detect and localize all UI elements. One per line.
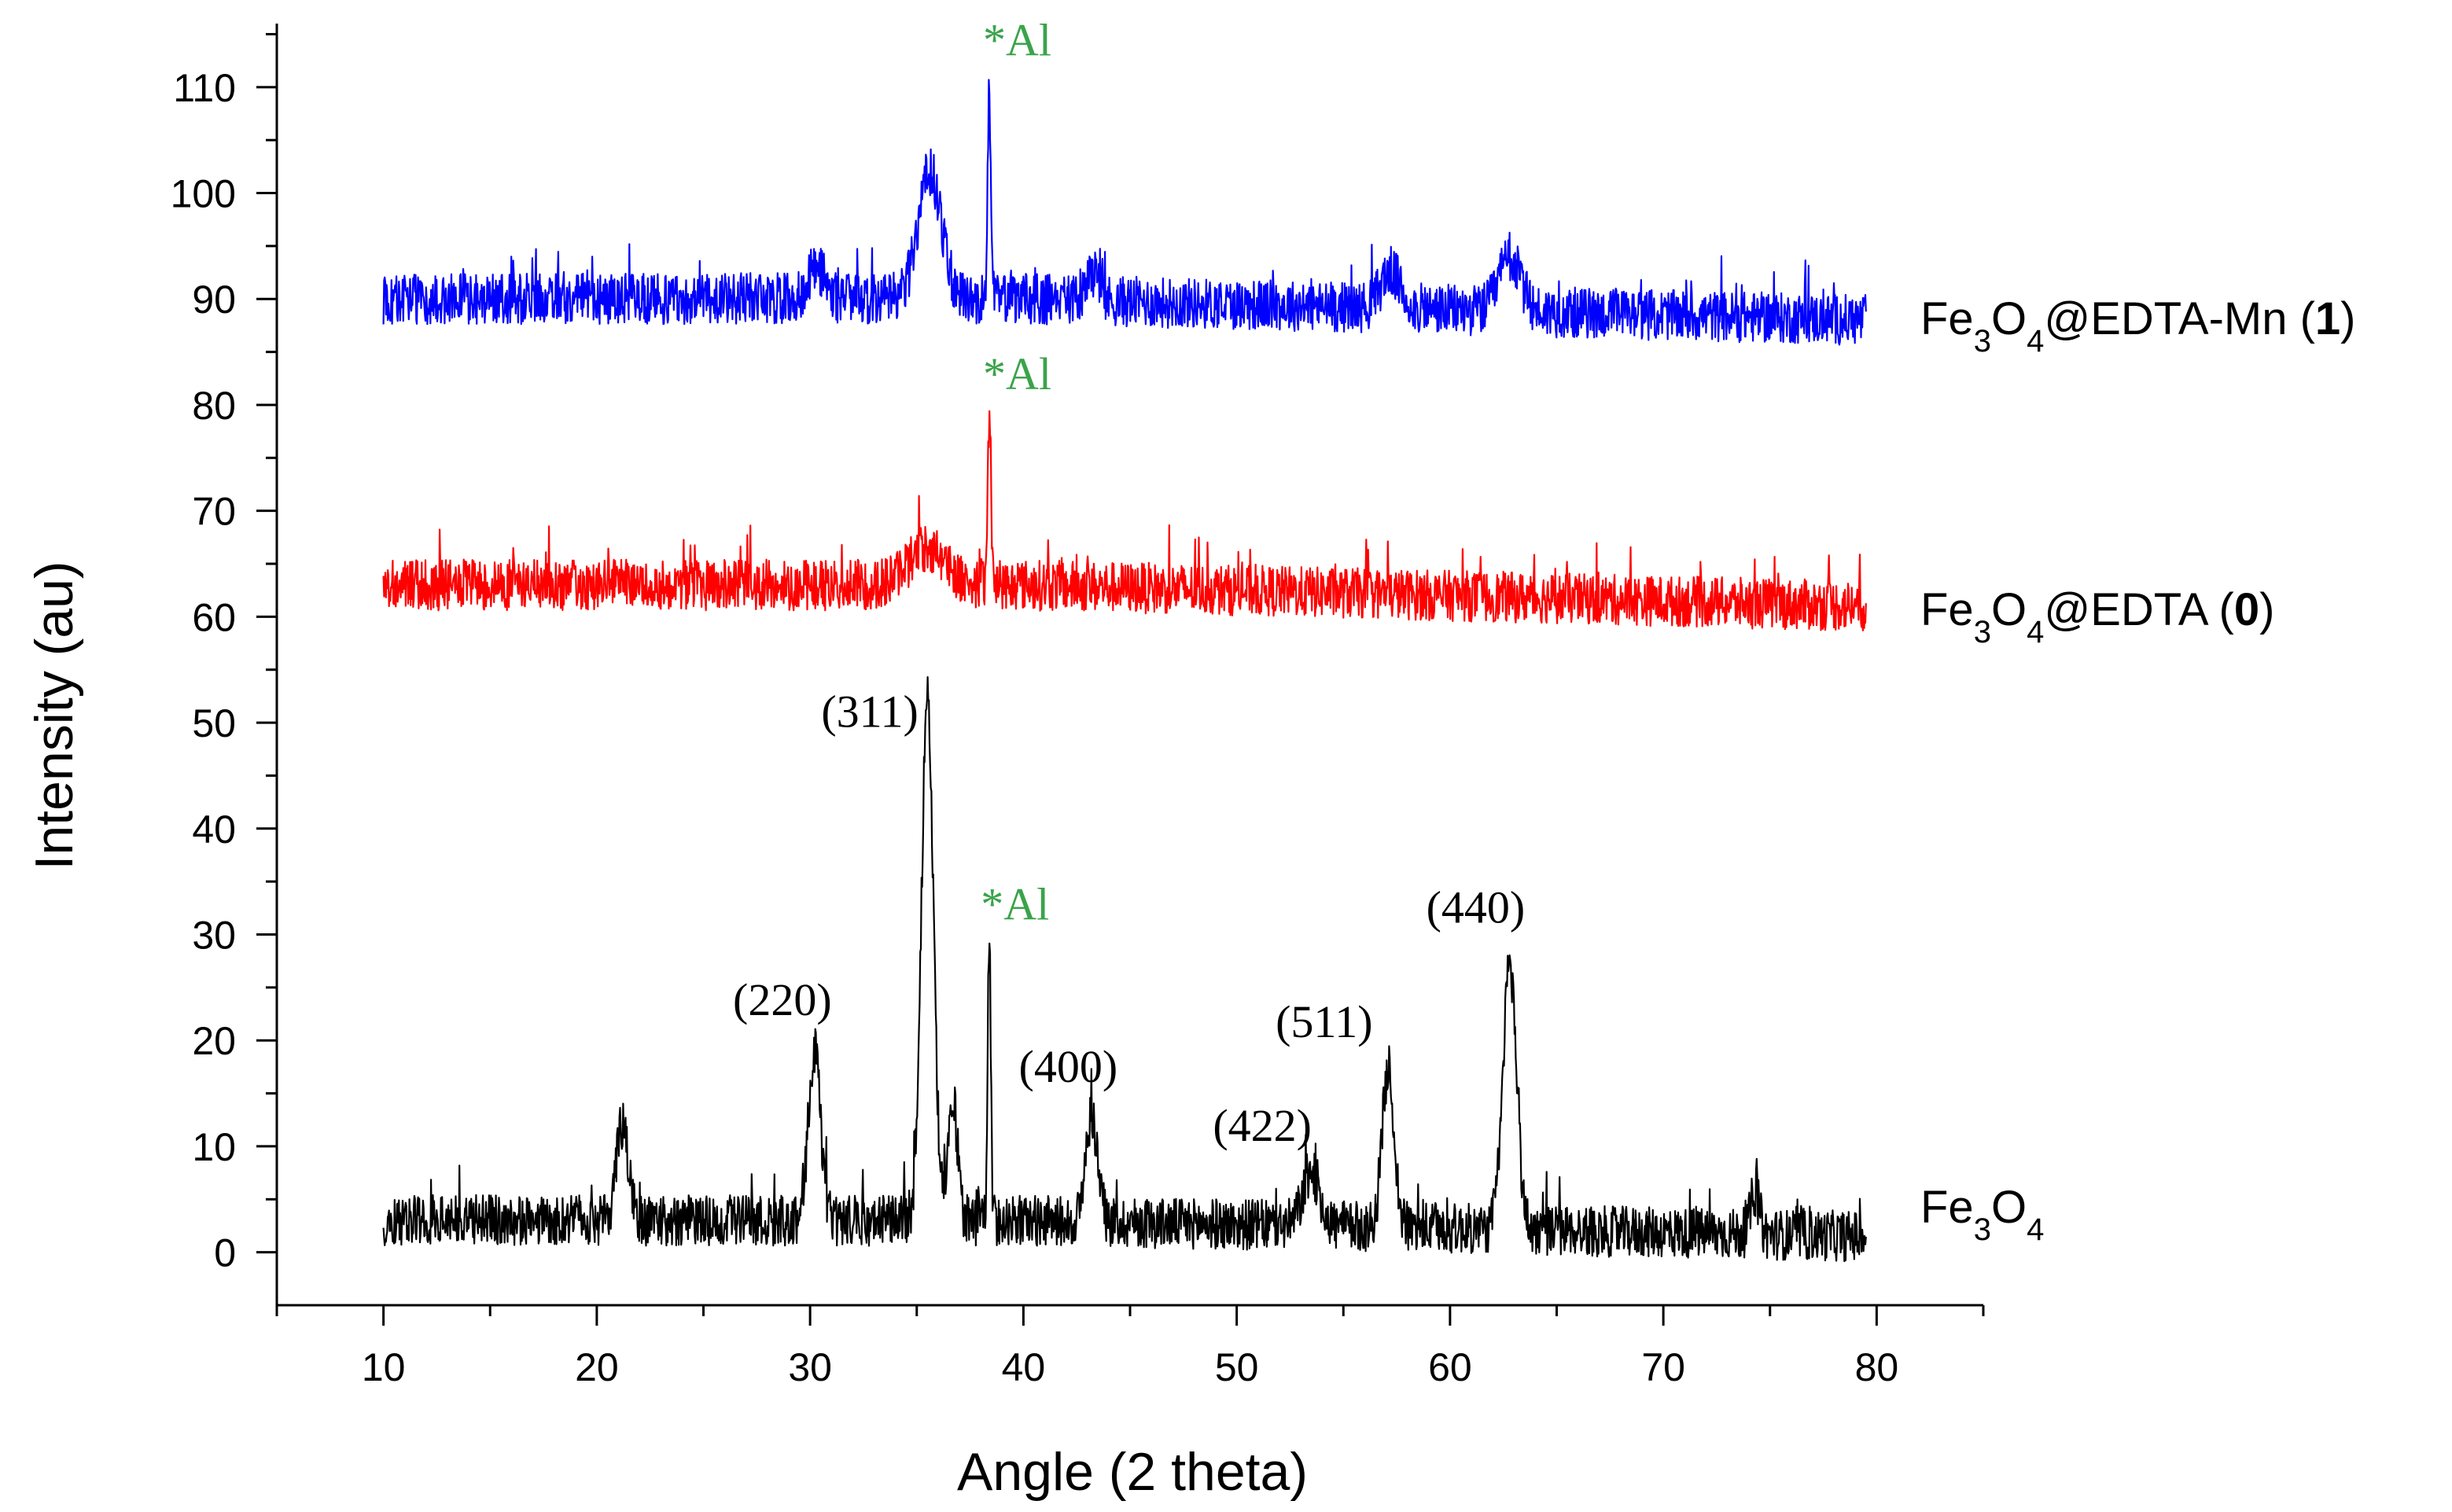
x-tick-label: 30 bbox=[788, 1345, 832, 1389]
series-label-fe3o4_edta_mn: Fe3O4@EDTA-Mn (1) bbox=[1920, 293, 2355, 359]
series-line-fe3o4_edta_mn bbox=[382, 79, 1867, 346]
y-tick-label: 0 bbox=[214, 1231, 236, 1275]
y-tick-label: 90 bbox=[192, 278, 236, 322]
peak-label: (422) bbox=[1213, 1100, 1312, 1151]
y-tick-label: 70 bbox=[192, 490, 236, 534]
y-tick-label: 60 bbox=[192, 595, 236, 639]
peak-label: (311) bbox=[821, 686, 918, 737]
axes: 10 20 30 40 50 60 70 80 0 10 20 30 40 50 60 70 80 90 100 11… bbox=[171, 24, 1985, 1389]
series-line-fe3o4 bbox=[382, 675, 1867, 1263]
x-tick-label: 20 bbox=[575, 1345, 619, 1389]
labels: Fe3O4 Fe3O4@EDTA (0) Fe3O4@EDTA-Mn (1) (220… bbox=[733, 14, 2355, 1247]
x-tick-label: 40 bbox=[1002, 1345, 1046, 1389]
series-label-fe3o4: Fe3O4 bbox=[1920, 1182, 2044, 1247]
al-peak-label: *Al bbox=[983, 14, 1051, 65]
plot-area bbox=[382, 79, 1867, 1263]
peak-label: (220) bbox=[733, 974, 832, 1025]
peak-label: (440) bbox=[1427, 882, 1526, 933]
series-line-fe3o4_edta bbox=[382, 410, 1867, 632]
y-tick-label: 40 bbox=[192, 808, 236, 852]
y-tick-label: 100 bbox=[171, 172, 236, 216]
y-tick-label: 30 bbox=[192, 914, 236, 958]
series-label-fe3o4_edta: Fe3O4@EDTA (0) bbox=[1920, 584, 2274, 649]
x-tick-label: 50 bbox=[1215, 1345, 1259, 1389]
y-tick-label: 80 bbox=[192, 384, 236, 428]
x-tick-label: 70 bbox=[1641, 1345, 1685, 1389]
x-tick-label: 80 bbox=[1855, 1345, 1899, 1389]
x-axis-title: Angle (2 theta) bbox=[957, 1442, 1308, 1502]
y-tick-label: 50 bbox=[192, 701, 236, 745]
peak-label: (511) bbox=[1276, 996, 1372, 1047]
peak-label: (400) bbox=[1019, 1041, 1118, 1092]
al-peak-label: *Al bbox=[983, 348, 1051, 399]
x-tick-label: 10 bbox=[362, 1345, 406, 1389]
x-tick-label: 60 bbox=[1428, 1345, 1472, 1389]
y-tick-label: 110 bbox=[173, 66, 236, 110]
y-tick-label: 10 bbox=[192, 1125, 236, 1169]
y-axis-title: Intensity (au) bbox=[24, 561, 84, 870]
y-tick-label: 20 bbox=[192, 1019, 236, 1063]
al-peak-label: *Al bbox=[981, 879, 1049, 930]
